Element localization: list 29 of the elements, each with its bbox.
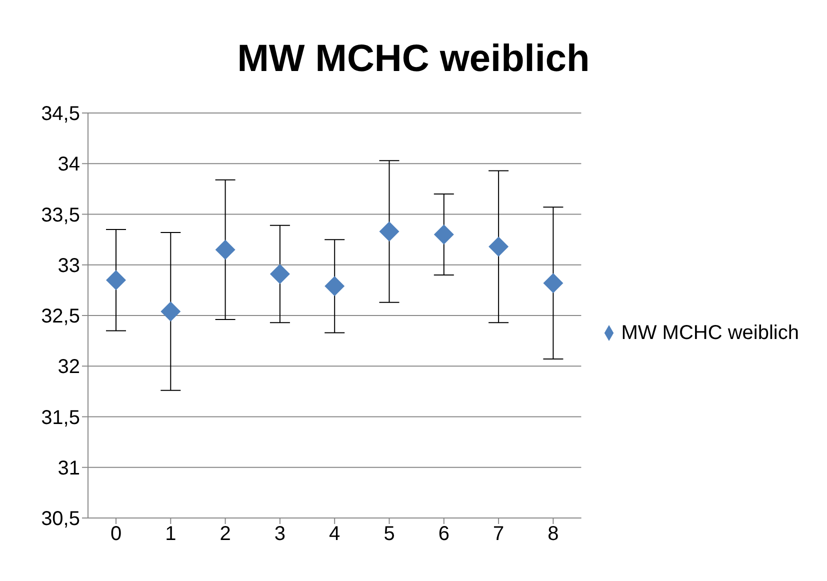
- point: [543, 273, 564, 294]
- y-tick-label: 32,5: [41, 306, 80, 328]
- x-tick-label: 4: [329, 523, 340, 546]
- y-tick-label: 33,5: [41, 204, 80, 226]
- point: [270, 264, 290, 284]
- x-tick-label: 7: [492, 523, 504, 546]
- x-tick-label: 5: [384, 523, 395, 546]
- x-tick-label: 3: [274, 523, 286, 546]
- point: [106, 270, 126, 290]
- y-tick-label: 31: [58, 457, 80, 480]
- x-tick-label: 2: [220, 523, 231, 546]
- y-tick-label: 33: [58, 254, 80, 277]
- y-tick-label: 34,5: [41, 103, 80, 126]
- y-tick-label: 30,5: [41, 508, 80, 530]
- x-tick-label: 0: [110, 523, 122, 546]
- point: [379, 221, 400, 242]
- point: [434, 224, 454, 244]
- legend-label: MW MCHC weiblich: [621, 322, 799, 344]
- point: [488, 236, 509, 257]
- y-tick-label: 34: [58, 154, 80, 176]
- point: [160, 301, 181, 322]
- x-tick-label: 1: [165, 523, 176, 546]
- chart-title: MW MCHC weiblich: [236, 37, 591, 82]
- point: [324, 276, 345, 296]
- y-tick-label: 31,5: [41, 406, 80, 429]
- y-tick-label: 32: [58, 356, 80, 378]
- point: [215, 240, 236, 260]
- x-tick-label: 8: [548, 523, 559, 546]
- x-tick-label: 6: [438, 523, 450, 546]
